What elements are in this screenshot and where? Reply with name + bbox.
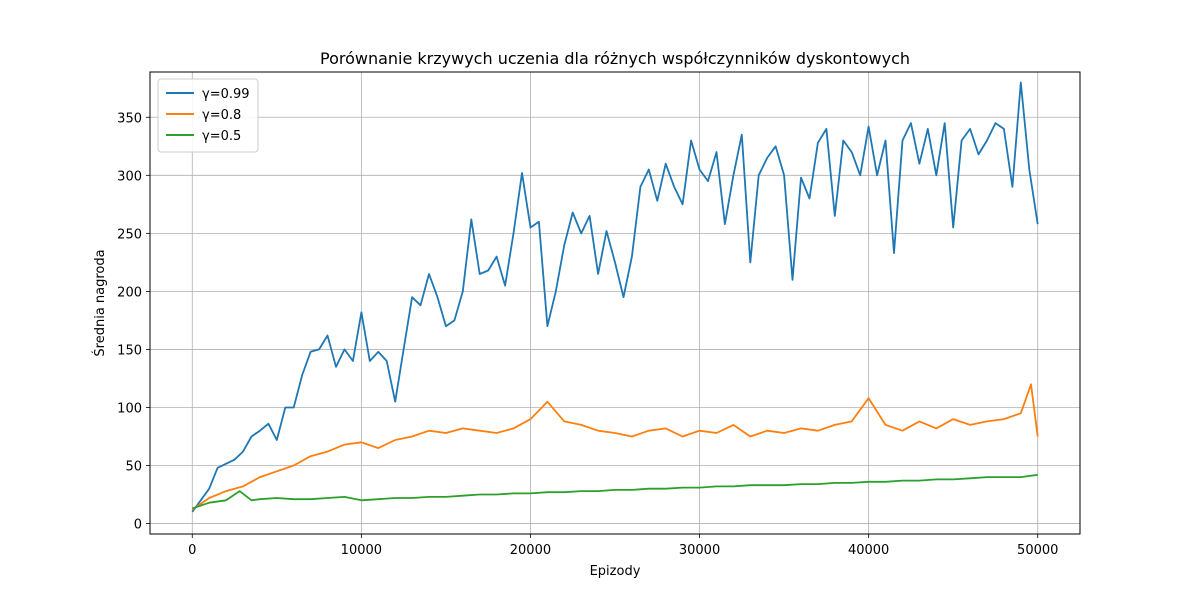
legend-label: γ=0.5 [202, 129, 241, 144]
series-line-3 [192, 473, 1038, 510]
series-line-1 [191, 81, 1039, 513]
y-tick-label: 150 [117, 343, 142, 358]
x-tick-label: 0 [188, 543, 196, 558]
y-tick-label: 100 [117, 401, 142, 416]
series-line-2 [191, 383, 1039, 511]
x-tick-label: 30000 [679, 543, 720, 558]
legend: γ=0.99 γ=0.8 γ=0.5 [157, 78, 259, 153]
series-group [191, 81, 1039, 513]
x-axis-label: Epizody [590, 564, 641, 579]
ticks: 0 10000 20000 30000 40000 50000 0 50 100 150 200 25… [117, 111, 1058, 558]
legend-label: γ=0.8 [202, 108, 241, 123]
y-tick-label: 300 [117, 169, 142, 184]
y-axis-label: Średnia nagroda [92, 249, 108, 356]
x-tick-label: 10000 [341, 543, 382, 558]
x-tick-label: 50000 [1017, 543, 1058, 558]
x-tick-label: 20000 [510, 543, 551, 558]
plot-frame [149, 71, 1081, 535]
y-tick-label: 350 [117, 111, 142, 126]
y-tick-label: 200 [117, 285, 142, 300]
legend-label: γ=0.99 [202, 87, 250, 102]
y-tick-label: 0 [134, 518, 142, 533]
y-tick-label: 250 [117, 227, 142, 242]
y-tick-label: 50 [125, 460, 142, 475]
grid [150, 72, 1080, 534]
legend-frame [157, 78, 259, 153]
x-tick-label: 40000 [848, 543, 889, 558]
chart-title: Porównanie krzywych uczenia dla różnych … [320, 49, 910, 68]
